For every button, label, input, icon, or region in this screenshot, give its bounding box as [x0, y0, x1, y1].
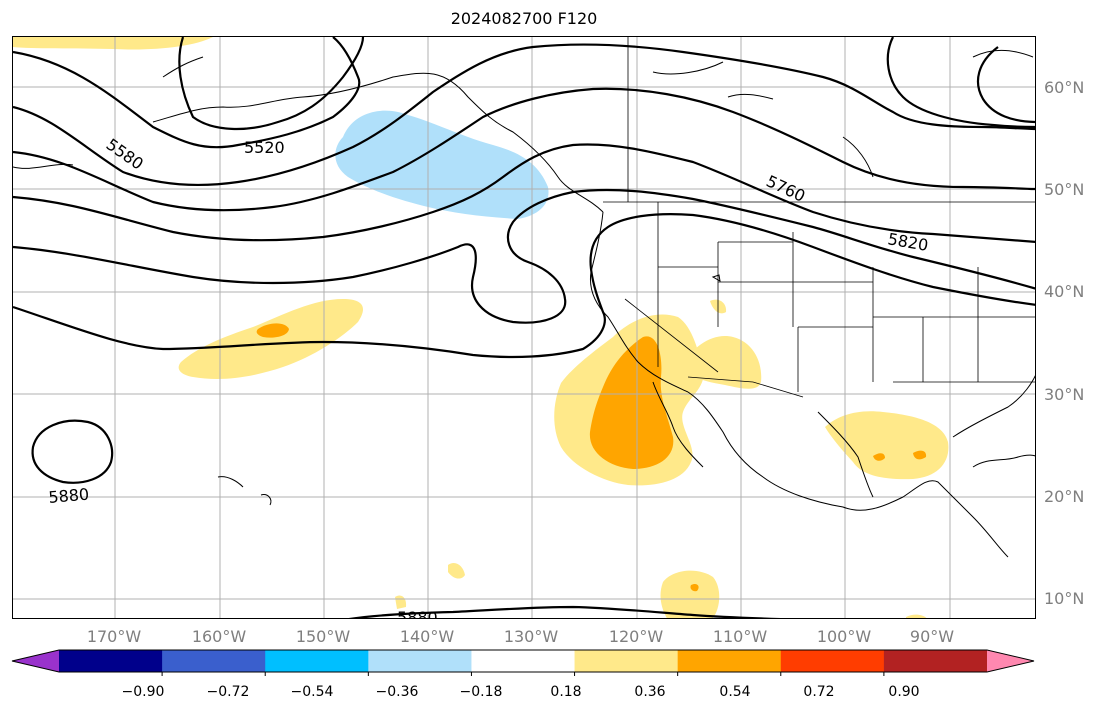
- positive-anomaly-baja-core: [589, 336, 674, 469]
- contour-label-group: 5520 5580 5760 5820 5880 5880: [48, 135, 930, 619]
- positive-anomaly-small-hawaii: [448, 563, 465, 579]
- positive-anomaly-north-pacific: [178, 299, 363, 379]
- colorbar-segment: [883, 650, 988, 672]
- lat-label-30n: 30°N: [1044, 385, 1085, 404]
- lon-label-90w: 90°W: [909, 627, 955, 646]
- lat-label-50n: 50°N: [1044, 180, 1085, 199]
- colorbar-segment: [59, 650, 163, 672]
- lat-label-40n: 40°N: [1044, 282, 1085, 301]
- colorbar-extend-low: [12, 650, 59, 672]
- colorbar-tick-072: 0.72: [803, 684, 835, 700]
- positive-anomaly-gulf-core-a: [873, 453, 885, 461]
- colorbar-segment: [677, 650, 782, 672]
- lon-label-130w: 130°W: [503, 627, 559, 646]
- positive-anomaly-north-pacific-core: [256, 323, 289, 338]
- colorbar-segment: [368, 650, 472, 672]
- colorbar-tick-018: 0.18: [550, 684, 582, 700]
- height-contours: [13, 37, 1035, 618]
- lat-label-20n: 20°N: [1044, 487, 1085, 506]
- graticule: [13, 37, 1035, 618]
- anomaly-fill-layer: [13, 37, 949, 618]
- colorbar-extend-high: [987, 650, 1034, 672]
- map-title: 2024082700 F120: [450, 9, 598, 28]
- positive-anomaly-east-pacific: [660, 570, 720, 618]
- positive-anomaly-southwest-us: [685, 336, 762, 389]
- lat-label-10n: 10°N: [1044, 589, 1085, 608]
- positive-anomaly-top-left: [13, 37, 213, 50]
- positive-anomaly-small-south: [395, 595, 407, 609]
- positive-anomaly-east-pacific-core: [690, 583, 699, 592]
- lon-label-120w: 120°W: [608, 627, 664, 646]
- contour-label-5580: 5580: [103, 135, 147, 174]
- colorbar-tick-n018: −0.18: [459, 684, 503, 700]
- negative-anomaly-region: [335, 110, 549, 219]
- positive-anomaly-gulf-core-b: [913, 450, 927, 460]
- contour-label-5520: 5520: [244, 138, 285, 157]
- contour-label-5880-south: 5880: [397, 608, 438, 619]
- positive-anomaly-small-se: [906, 614, 927, 618]
- colorbar-tick-n036: −0.36: [375, 684, 419, 700]
- colorbar-segment: [265, 650, 369, 672]
- colorbar-segment: [471, 650, 576, 672]
- colorbar-segment: [780, 650, 885, 672]
- colorbar-tick-n054: −0.54: [290, 684, 334, 700]
- coastlines: [13, 49, 1035, 558]
- colorbar-tick-n072: −0.72: [206, 684, 250, 700]
- lon-label-170w: 170°W: [86, 627, 142, 646]
- political-borders: [603, 37, 1035, 398]
- colorbar-tick-090: 0.90: [888, 684, 920, 700]
- lon-label-100w: 100°W: [816, 627, 872, 646]
- lon-label-110w: 110°W: [712, 627, 768, 646]
- lon-label-160w: 160°W: [191, 627, 247, 646]
- lon-label-150w: 150°W: [295, 627, 351, 646]
- colorbar-segment: [574, 650, 679, 672]
- colorbar-segment: [162, 650, 266, 672]
- lon-label-140w: 140°W: [399, 627, 455, 646]
- lat-label-60n: 60°N: [1044, 78, 1085, 97]
- map-panel: 5520 5580 5760 5820 5880 5880: [12, 36, 1036, 619]
- contour-label-5880-west: 5880: [48, 485, 90, 507]
- colorbar-tick-054: 0.54: [719, 684, 751, 700]
- colorbar-tick-n090: −0.90: [121, 684, 165, 700]
- map-canvas: 5520 5580 5760 5820 5880 5880: [13, 37, 1035, 619]
- colorbar-tick-036: 0.36: [634, 684, 666, 700]
- positive-anomaly-gulf: [825, 411, 949, 480]
- colorbar: [11, 649, 1035, 676]
- colorbar-outline: [11, 649, 1035, 673]
